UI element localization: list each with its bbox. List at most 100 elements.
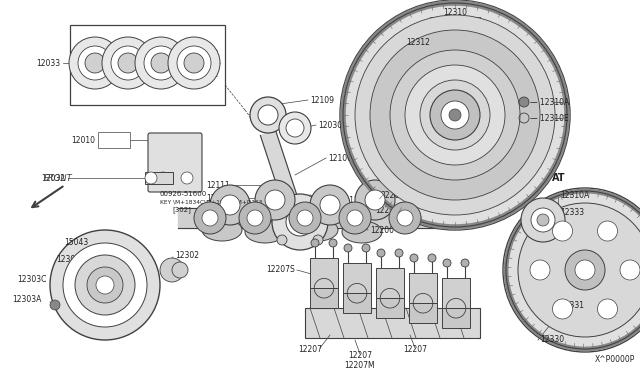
Circle shape	[395, 249, 403, 257]
Bar	[310, 258, 338, 288]
Circle shape	[239, 202, 271, 234]
Circle shape	[340, 0, 570, 230]
Circle shape	[410, 254, 418, 262]
Text: 12310: 12310	[443, 7, 467, 16]
Ellipse shape	[342, 221, 382, 243]
Bar	[150, 135, 200, 190]
Circle shape	[255, 180, 295, 220]
Circle shape	[172, 262, 188, 278]
Text: 12207S: 12207S	[266, 266, 295, 275]
Bar	[343, 293, 371, 312]
Circle shape	[50, 230, 160, 340]
Circle shape	[78, 46, 112, 80]
Circle shape	[430, 90, 480, 140]
Circle shape	[518, 203, 640, 337]
Circle shape	[503, 188, 640, 352]
Circle shape	[194, 202, 226, 234]
Bar	[409, 303, 437, 323]
Circle shape	[420, 80, 490, 150]
Circle shape	[250, 97, 286, 133]
Text: 12200: 12200	[370, 225, 394, 234]
Circle shape	[552, 299, 573, 319]
Circle shape	[87, 267, 123, 303]
Polygon shape	[178, 208, 435, 228]
Circle shape	[157, 172, 169, 184]
Text: 12331: 12331	[560, 301, 584, 310]
Circle shape	[69, 37, 121, 89]
Text: KEY \M+1834C\M+1817S\M+D163: KEY \M+1834C\M+1817S\M+D163	[160, 199, 262, 205]
Circle shape	[339, 202, 371, 234]
Text: 12112: 12112	[335, 196, 359, 205]
Text: 12032: 12032	[41, 173, 65, 183]
Circle shape	[441, 101, 469, 129]
Circle shape	[210, 185, 250, 225]
Circle shape	[151, 53, 171, 73]
Text: 12207: 12207	[298, 346, 322, 355]
Text: — 12310A: — 12310A	[530, 97, 569, 106]
Circle shape	[265, 190, 285, 210]
Circle shape	[362, 244, 370, 252]
Circle shape	[461, 259, 469, 267]
Text: 12033: 12033	[36, 58, 60, 67]
Bar	[310, 288, 338, 308]
Circle shape	[449, 109, 461, 121]
Circle shape	[552, 221, 573, 241]
Circle shape	[111, 46, 145, 80]
Circle shape	[289, 202, 321, 234]
Circle shape	[537, 214, 549, 226]
Circle shape	[428, 254, 436, 262]
Circle shape	[247, 210, 263, 226]
Circle shape	[313, 235, 323, 245]
Text: 12207: 12207	[403, 346, 427, 355]
Circle shape	[279, 112, 311, 144]
Text: 12111: 12111	[206, 180, 230, 189]
Bar	[409, 273, 437, 303]
Bar	[305, 308, 480, 338]
Circle shape	[530, 260, 550, 280]
Text: 12100: 12100	[328, 154, 352, 163]
Circle shape	[311, 239, 319, 247]
Bar	[442, 308, 470, 327]
Circle shape	[390, 50, 520, 180]
Polygon shape	[260, 131, 303, 218]
Circle shape	[443, 259, 451, 267]
Circle shape	[135, 37, 187, 89]
Circle shape	[63, 243, 147, 327]
Circle shape	[521, 198, 565, 242]
Circle shape	[598, 299, 618, 319]
Circle shape	[531, 208, 555, 232]
Text: 12207: 12207	[348, 352, 372, 360]
Bar	[145, 172, 173, 184]
Circle shape	[310, 185, 350, 225]
Circle shape	[160, 258, 184, 282]
Ellipse shape	[245, 221, 285, 243]
Text: 12303C: 12303C	[18, 276, 47, 285]
Text: 12303: 12303	[56, 256, 80, 264]
Circle shape	[320, 195, 340, 215]
Circle shape	[389, 202, 421, 234]
Circle shape	[75, 255, 135, 315]
Bar	[343, 263, 371, 293]
Text: 12030: 12030	[318, 121, 342, 129]
Text: 12207M: 12207M	[345, 360, 375, 369]
Circle shape	[277, 235, 287, 245]
Circle shape	[598, 221, 618, 241]
Circle shape	[355, 180, 395, 220]
Text: 12330: 12330	[540, 336, 564, 344]
Circle shape	[355, 15, 555, 215]
Circle shape	[329, 239, 337, 247]
Bar	[70, 25, 225, 105]
Text: 15043: 15043	[64, 237, 88, 247]
Text: 12010: 12010	[99, 137, 122, 143]
Text: 12109: 12109	[310, 96, 334, 105]
Circle shape	[102, 37, 154, 89]
Bar	[376, 298, 404, 317]
Circle shape	[519, 97, 529, 107]
Circle shape	[202, 210, 218, 226]
Circle shape	[405, 65, 505, 165]
Text: 12302: 12302	[175, 250, 199, 260]
Circle shape	[177, 46, 211, 80]
Circle shape	[370, 30, 540, 200]
Text: FRONT: FRONT	[44, 173, 72, 183]
Text: [302]: [302]	[172, 206, 191, 214]
